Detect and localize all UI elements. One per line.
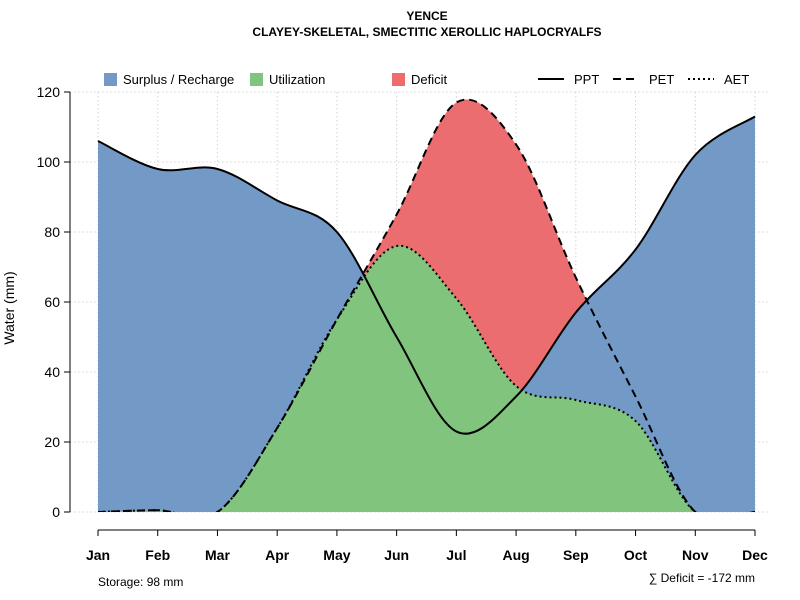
x-tick-label-aug: Aug [502, 547, 529, 563]
legend-swatch-deficit [392, 73, 405, 86]
y-tick-label: 80 [44, 224, 60, 240]
area-utilization [98, 245, 755, 512]
y-tick-label: 100 [37, 154, 61, 170]
y-axis-label: Water (mm) [1, 271, 17, 344]
y-tick-label: 40 [44, 364, 60, 380]
x-tick-label-dec: Dec [742, 547, 768, 563]
x-tick-label-mar: Mar [205, 547, 230, 563]
legend-label-aet: AET [724, 72, 749, 87]
legend: Surplus / Recharge Utilization Deficit PPT P… [104, 72, 749, 87]
legend-label-utilization: Utilization [269, 72, 325, 87]
x-tick-label-jul: Jul [446, 547, 466, 563]
storage-annotation: Storage: 98 mm [98, 575, 183, 589]
y-tick-label: 60 [44, 294, 60, 310]
x-tick-label-nov: Nov [682, 547, 709, 563]
y-tick-label: 120 [37, 84, 61, 100]
series-lines [97, 98, 756, 512]
y-tick-label: 20 [44, 434, 60, 450]
legend-label-ppt: PPT [574, 72, 599, 87]
legend-swatch-surplus-recharge [104, 73, 117, 86]
x-tick-label-oct: Oct [624, 547, 648, 563]
legend-label-pet: PET [649, 72, 674, 87]
area-fills [98, 99, 755, 512]
y-tick-label: 0 [52, 504, 60, 520]
legend-swatch-utilization [250, 73, 263, 86]
x-tick-label-jun: Jun [384, 547, 409, 563]
x-tick-label-sep: Sep [563, 547, 589, 563]
x-tick-label-may: May [323, 547, 350, 563]
axes: 0 20 40 60 80 100 120 Jan Feb Mar Apr May Jun Jul Aug S… [37, 84, 768, 563]
x-tick-label-apr: Apr [265, 547, 290, 563]
deficit-annotation: ∑ Deficit = -172 mm [649, 571, 755, 585]
series-line-aet [97, 244, 755, 512]
x-tick-label-feb: Feb [145, 547, 170, 563]
legend-label-surplus-recharge: Surplus / Recharge [123, 72, 234, 87]
series-line-pet [97, 98, 755, 512]
x-tick-label-jan: Jan [86, 547, 110, 563]
chart-title: YENCE [406, 9, 447, 23]
chart-subtitle: CLAYEY-SKELETAL, SMECTITIC XEROLLIC HAPL… [252, 25, 601, 39]
legend-label-deficit: Deficit [411, 72, 448, 87]
series-line-ppt [97, 115, 756, 435]
